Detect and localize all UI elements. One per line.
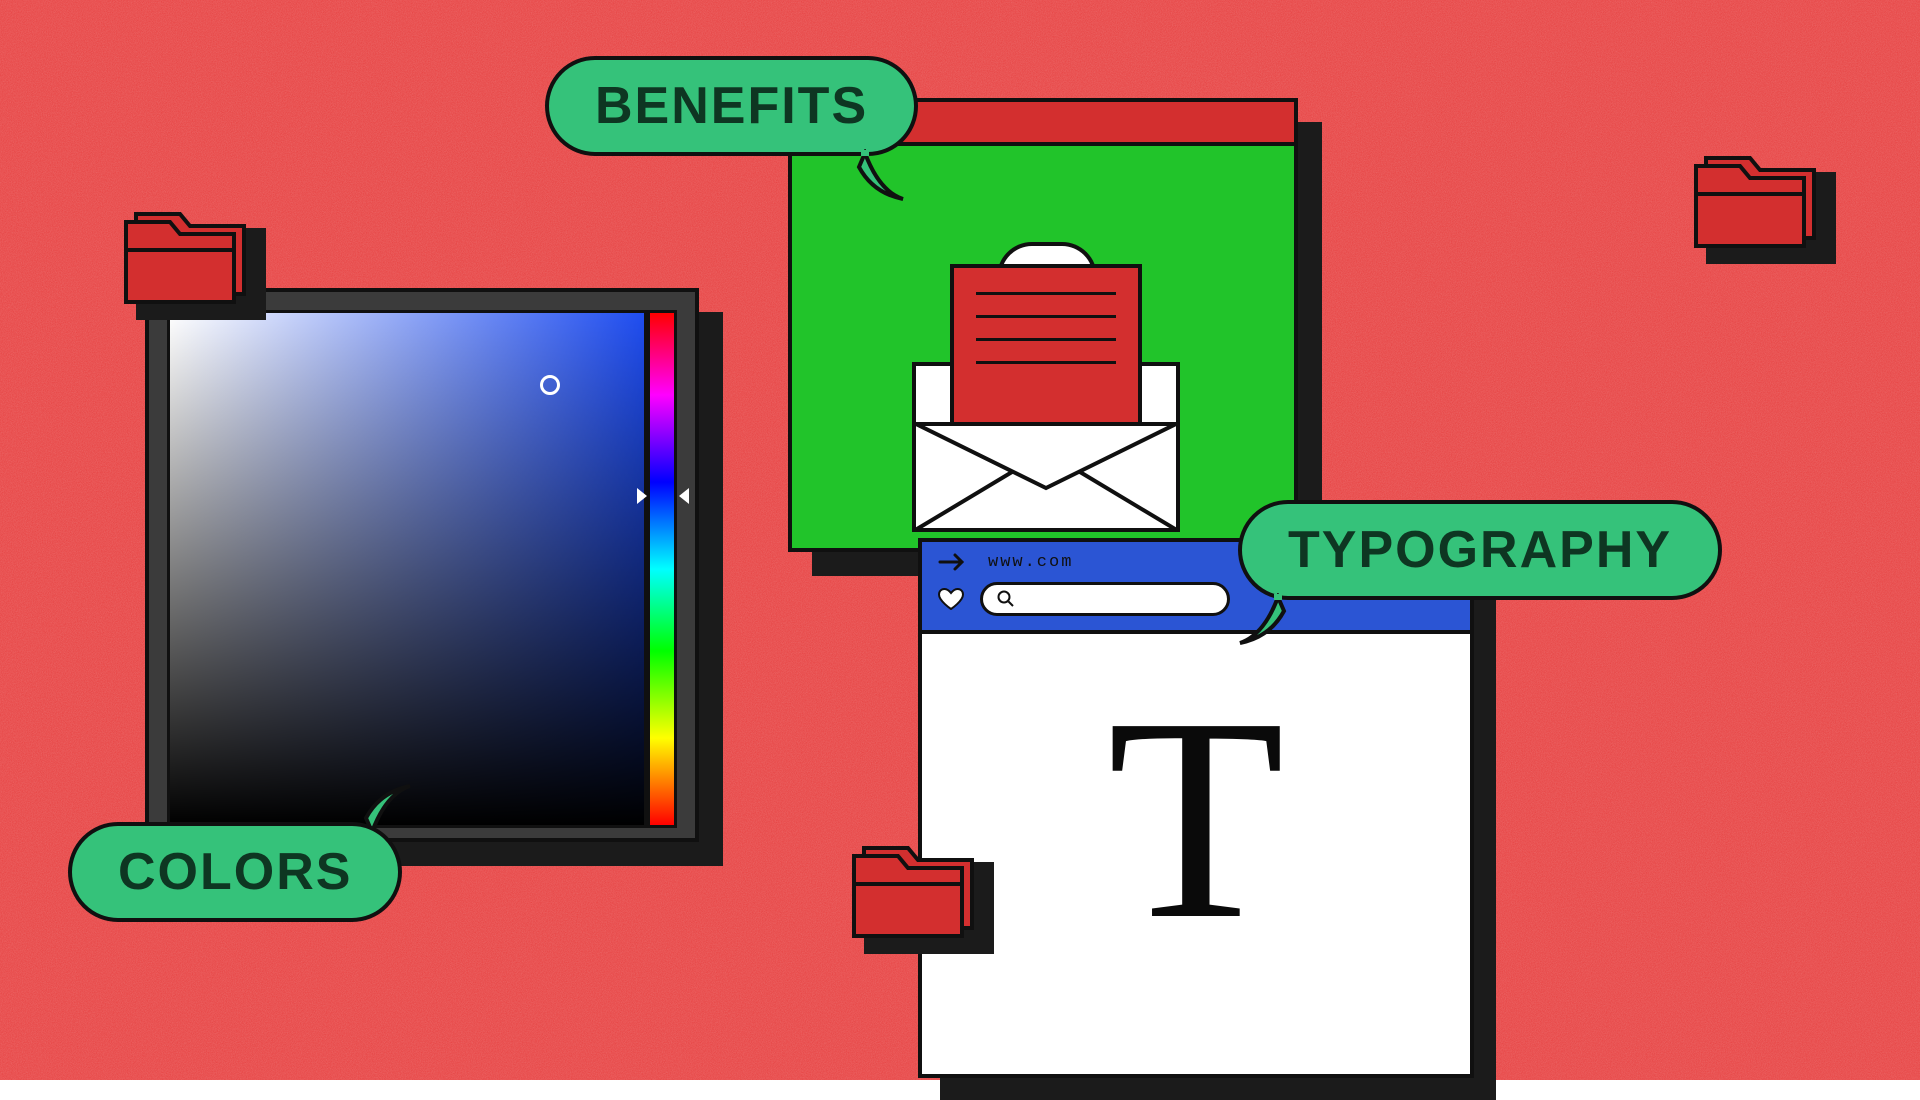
bubble-label: BENEFITS	[595, 77, 868, 135]
browser-window: www.com T	[918, 538, 1474, 1078]
bubble-typography: TYPOGRAPHY	[1238, 500, 1722, 600]
letter-line	[976, 292, 1116, 295]
color-picker[interactable]	[145, 288, 699, 842]
folder-icon	[1692, 154, 1822, 259]
bubble-tail	[855, 149, 913, 203]
envelope-front	[912, 422, 1180, 532]
hue-slider[interactable]	[647, 310, 677, 828]
color-cursor[interactable]	[540, 375, 560, 395]
bubble-label: TYPOGRAPHY	[1288, 521, 1672, 579]
bubble-label: COLORS	[118, 843, 352, 901]
folder-icon	[122, 210, 252, 315]
bubble-benefits: BENEFITS	[545, 56, 918, 156]
folder-icon	[850, 844, 980, 949]
search-icon	[997, 590, 1015, 608]
heart-icon[interactable]	[938, 588, 964, 610]
color-field[interactable]	[167, 310, 647, 828]
infographic-canvas: www.com T	[0, 0, 1920, 1080]
letter-line	[976, 361, 1116, 364]
search-input[interactable]	[980, 582, 1230, 616]
bubble-colors: COLORS	[68, 822, 402, 922]
arrow-right-icon[interactable]	[938, 552, 968, 572]
hue-slider-thumb[interactable]	[637, 488, 647, 504]
letter-line	[976, 338, 1116, 341]
bubble-tail	[1230, 593, 1288, 647]
hue-slider-thumb[interactable]	[679, 488, 689, 504]
typography-glyph: T	[922, 674, 1470, 964]
letter-line	[976, 315, 1116, 318]
address-bar-url[interactable]: www.com	[988, 553, 1073, 572]
